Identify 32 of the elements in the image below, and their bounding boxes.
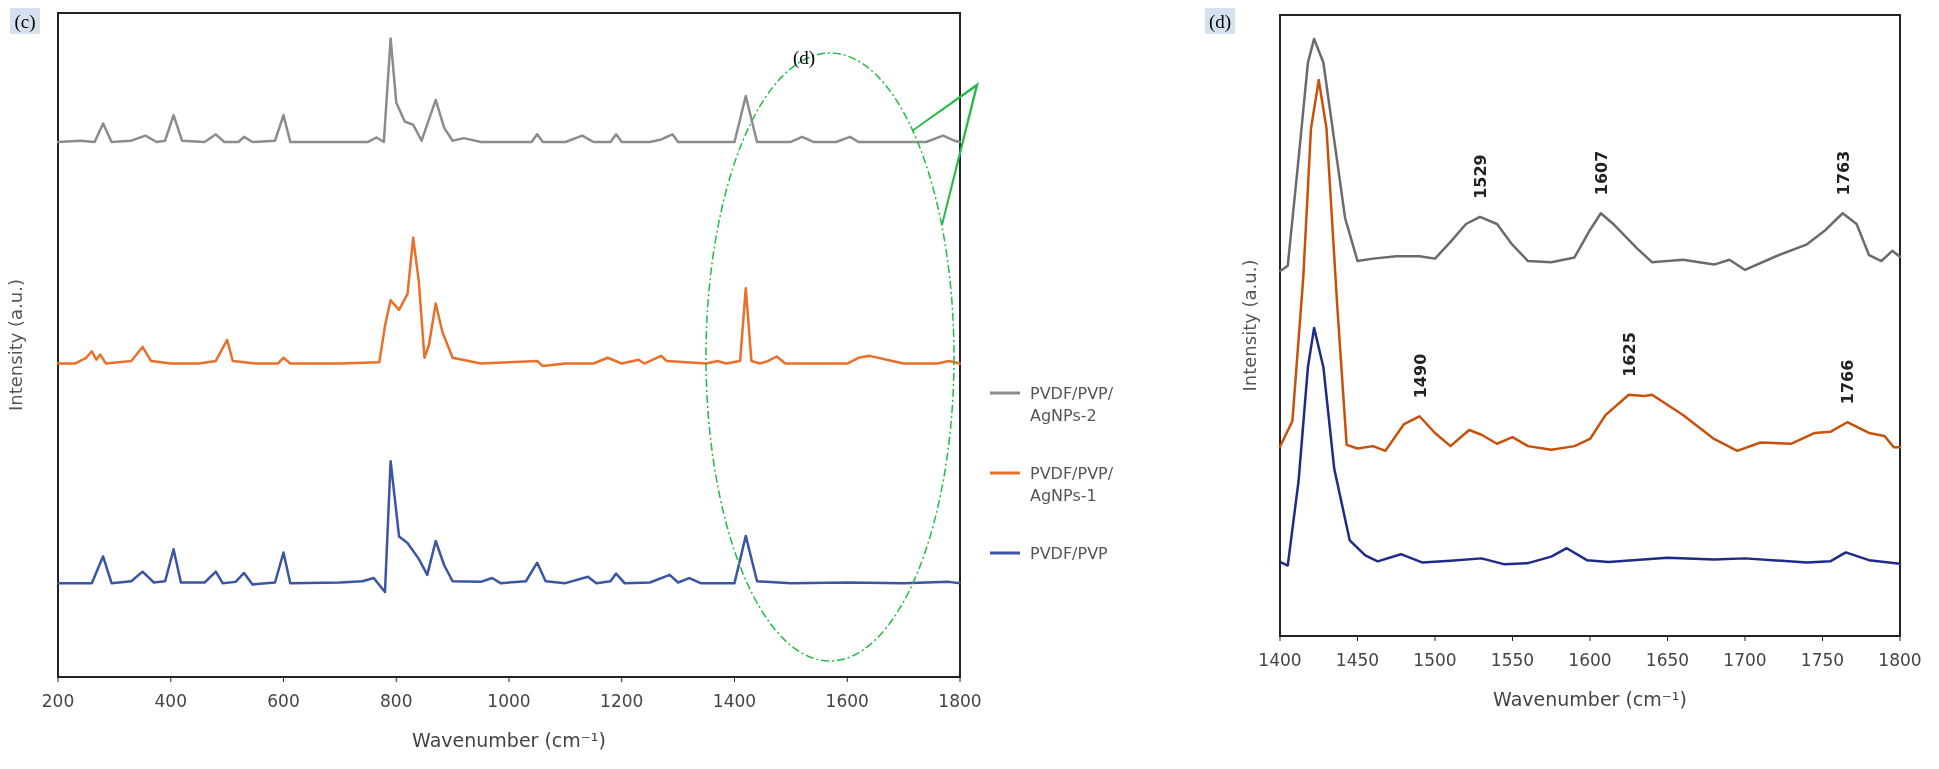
- x-tick-label: 1400: [1258, 650, 1302, 670]
- x-tick-label: 1200: [600, 691, 644, 711]
- x-tick-label: 1650: [1645, 650, 1690, 670]
- x-tick-label: 1550: [1490, 650, 1535, 670]
- x-tick-label: 1000: [487, 691, 531, 711]
- annotation: 1607: [1591, 150, 1611, 196]
- x-tick-label: 1700: [1723, 650, 1767, 670]
- annotation: 1763: [1833, 150, 1853, 196]
- legend-label: PVDF/PVP: [1030, 544, 1109, 563]
- x-tick-label: 400: [154, 691, 187, 711]
- x-tick-label: 1600: [825, 691, 869, 711]
- x-tick-label: 600: [267, 691, 300, 711]
- x-axis-title: Wavenumber (cm⁻¹): [412, 729, 606, 751]
- x-axis-title: Wavenumber (cm⁻¹): [1493, 688, 1687, 710]
- x-tick-label: 800: [380, 691, 413, 711]
- legend-label: PVDF/PVP/AgNPs-2: [1030, 384, 1114, 425]
- x-tick-label: 1800: [1878, 650, 1922, 670]
- y-axis-title: Intensity (a.u.): [1239, 259, 1260, 392]
- x-tick-label: 1750: [1800, 650, 1845, 670]
- annotation: 1625: [1619, 332, 1639, 377]
- x-tick-label: 1600: [1568, 650, 1612, 670]
- x-tick-label: 1450: [1335, 650, 1380, 670]
- annotation: 1490: [1410, 353, 1430, 399]
- y-axis-title: Intensity (a.u.): [5, 279, 26, 411]
- annotation: 1529: [1470, 154, 1490, 199]
- legend-label: PVDF/PVP/AgNPs-1: [1030, 464, 1114, 505]
- x-tick-label: 1400: [712, 691, 757, 711]
- x-tick-label: 1800: [938, 691, 982, 711]
- x-tick-label: 200: [41, 691, 75, 711]
- annotation: (d): [793, 47, 816, 69]
- annotation: 1766: [1838, 359, 1858, 405]
- x-tick-label: 1500: [1413, 650, 1457, 670]
